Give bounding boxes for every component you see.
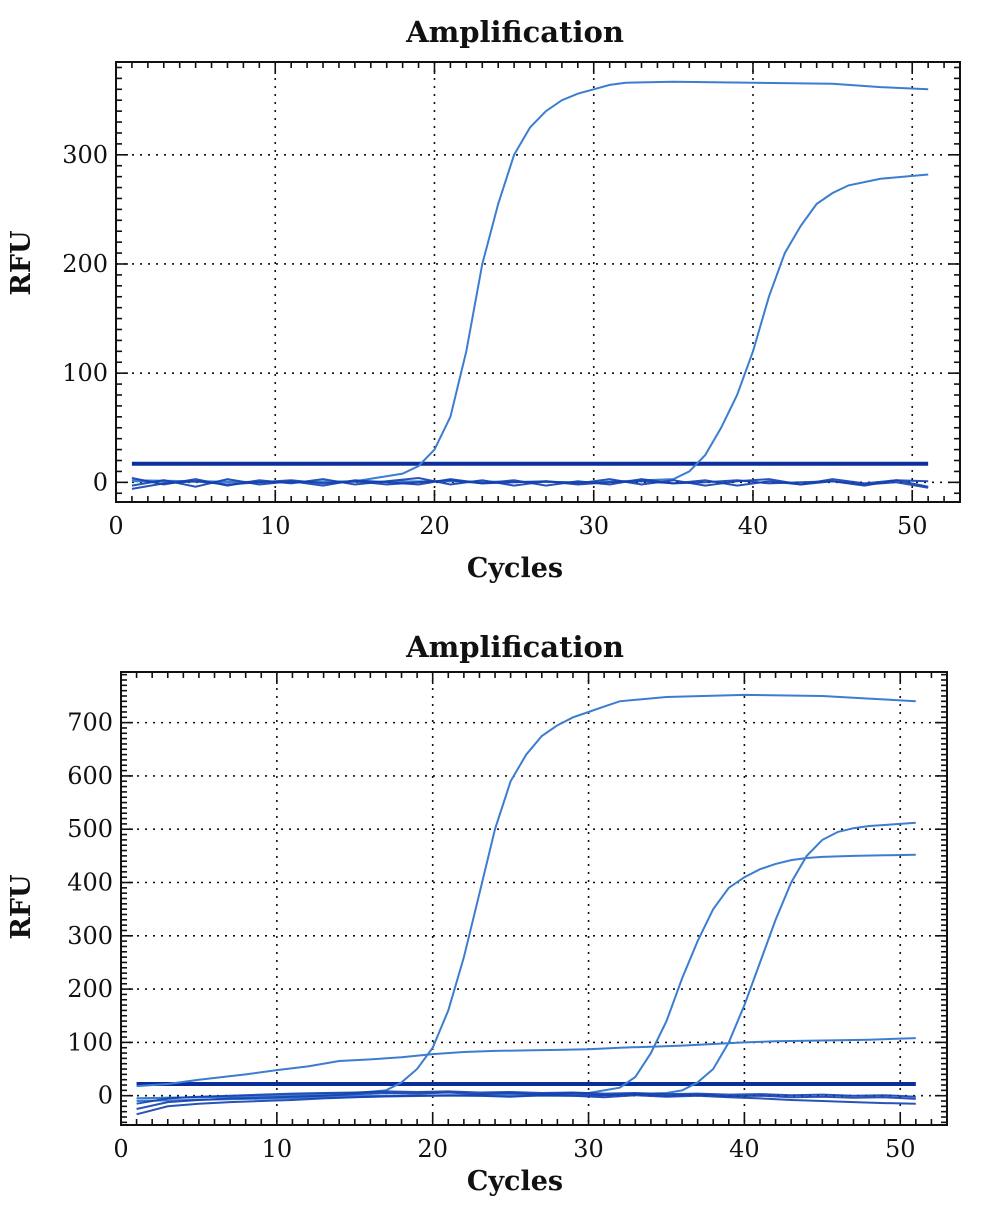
y-tick-label: 0 — [93, 468, 108, 496]
chart-title: Amplification — [405, 15, 624, 49]
y-tick-label: 200 — [67, 975, 113, 1003]
x-axis-label: Cycles — [467, 1166, 563, 1197]
series-line-1 — [131, 80, 929, 484]
x-axis-label: Cycles — [467, 553, 563, 584]
amplification-chart-bottom: Amplification RFU Cycles 0 10 20 30 40 500100… — [6, 630, 948, 1197]
x-tick-label: 40 — [729, 1135, 760, 1163]
x-tick-label: 50 — [885, 1135, 916, 1163]
series-line-4 — [131, 476, 929, 487]
x-tick-label: 0 — [113, 1135, 128, 1163]
x-tick-label: 50 — [897, 512, 928, 540]
plot-frame — [120, 671, 948, 1126]
series-line-3 — [136, 821, 916, 1100]
x-tick-label: 30 — [573, 1135, 604, 1163]
x-tick-label: 0 — [108, 512, 123, 540]
y-tick-label: 500 — [67, 815, 113, 843]
series-line-5 — [136, 1094, 916, 1116]
x-tick-label: 20 — [417, 1135, 448, 1163]
amplification-chart-top: Amplification RFU Cycles 0 10 20 30 40 50 0 100… — [6, 15, 961, 584]
y-tick-label: 300 — [67, 922, 113, 950]
series-line-4 — [136, 1037, 916, 1088]
y-axis-label: RFU — [6, 230, 37, 295]
series-line-2 — [136, 853, 916, 1102]
y-tick-label: 100 — [67, 1028, 113, 1056]
plot-frame — [115, 61, 961, 503]
series-line-6 — [136, 1091, 916, 1110]
y-tick-label: 100 — [62, 359, 108, 387]
x-tick-label: 10 — [262, 1135, 293, 1163]
y-tick-label: 0 — [98, 1082, 113, 1110]
y-tick-label: 700 — [67, 709, 113, 737]
y-tick-label: 600 — [67, 762, 113, 790]
y-tick-label: 300 — [62, 141, 108, 169]
y-axis-label: RFU — [6, 874, 37, 939]
series-line-2 — [131, 173, 929, 484]
x-tick-label: 40 — [738, 512, 769, 540]
x-tick-label: 10 — [260, 512, 291, 540]
series-line-1 — [136, 693, 916, 1100]
chart-title: Amplification — [405, 630, 624, 664]
y-tick-label: 400 — [67, 869, 113, 897]
y-tick-label: 200 — [62, 250, 108, 278]
series-line-5 — [131, 479, 929, 490]
x-tick-label: 30 — [578, 512, 609, 540]
series-line-7 — [136, 1090, 916, 1105]
x-tick-label: 20 — [419, 512, 450, 540]
